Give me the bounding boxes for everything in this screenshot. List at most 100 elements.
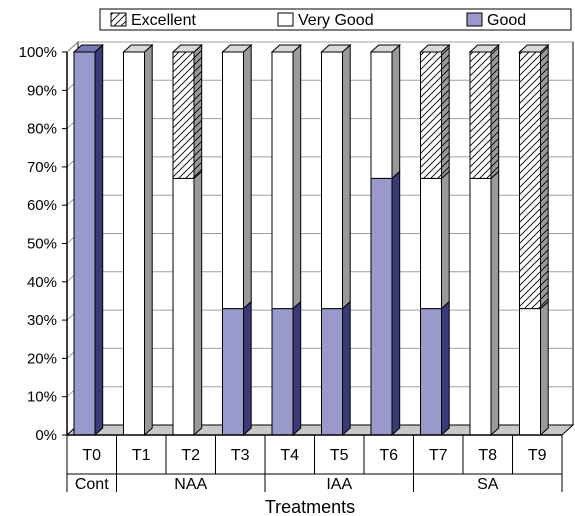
y-tick-label: 90% [27,82,57,99]
y-tick-label: 10% [27,389,57,406]
bar-t3-good [222,300,252,437]
bar-t1-very-good-front [123,51,145,436]
group-label-iaa: IAA [326,476,352,493]
bar-t8-very-good [469,170,500,437]
bar-t1-very-good-top [122,44,154,53]
bar-t7-very-good [420,170,450,310]
bar-t0-good-top [72,44,104,53]
bar-t9-excellent-front [519,51,541,310]
x-tick-label-t5: T5 [330,447,349,464]
bar-t5-very-good [320,43,352,310]
bar-t9-very-good [519,300,549,437]
legend-swatch-good [466,12,483,27]
x-axis: T0 T1 T2 T3 T4 T5 T6 T7 T8 T9 Cont NAA IAA SA [66,434,563,493]
y-tick-label: 70% [27,159,57,176]
bar-t4-good-side [292,300,302,437]
legend-label-good: Good [487,12,526,29]
bar-t7-excellent [419,43,451,180]
legend: Excellent Very Good Good [99,8,572,31]
bar-t6-very-good [369,43,401,180]
bar-t9-very-good-front [519,308,541,436]
bar-t2-excellent [171,43,203,180]
bar-t7-excellent-front [420,51,442,179]
bar-t4-good [271,300,302,437]
bar-t6-good [370,170,401,437]
bar-t3-very-good-side [243,43,252,310]
bar-t1-very-good [122,43,154,437]
bar-t6-good-side [391,170,401,437]
bar-t5-very-good-top [320,44,352,53]
bars [72,43,550,437]
bar-t9-excellent-top [518,44,550,53]
bar-t4-very-good-side [292,43,302,310]
legend-item-good: Good [466,12,526,29]
bar-t7-good-side [441,300,450,437]
bar-t9-excellent [518,43,550,310]
bar-t4-very-good [270,43,302,310]
bar-t3-very-good [221,43,253,310]
bar-t6-very-good-side [391,43,401,180]
group-label-sa: SA [477,476,499,493]
bar-t8-excellent-side [490,43,500,180]
bar-t9-very-good-side [540,300,549,437]
legend-label-excellent: Excellent [131,12,196,29]
y-axis: 0% 10% 20% 30% 40% 50% 60% 70% 80% 90% 100% [19,44,68,444]
bar-t8-excellent [468,43,500,180]
bar-t6-very-good-front [370,51,393,179]
y-tick-label: 50% [27,236,57,253]
bar-t7-excellent-top [419,44,451,53]
bar-t2-excellent-front [172,51,195,179]
bar-t7-very-good-side [441,170,450,310]
x-tick-label-t0: T0 [82,447,101,464]
legend-item-excellent: Excellent [110,12,196,29]
bar-t0-good [72,43,104,437]
bar-t8-very-good-front [469,177,492,436]
x-tick-label-t1: T1 [132,447,151,464]
bar-t2-very-good [172,170,203,437]
y-tick-label: 0% [35,427,57,444]
bar-t8-very-good-side [490,170,500,437]
x-tick-label-t2: T2 [181,447,200,464]
bar-t0-good-side [94,43,104,437]
bar-t2-excellent-top [171,44,203,53]
bar-t6-good-front [370,177,393,436]
group-label-naa: NAA [174,476,207,493]
x-axis-title: Treatments [265,497,355,516]
x-tick-label-t3: T3 [231,447,250,464]
bar-t7-good [420,300,450,437]
bar-t3-good-side [243,300,252,437]
bar-t8-excellent-top [468,44,500,53]
x-tick-label-t6: T6 [379,447,398,464]
bar-t4-very-good-top [270,44,302,53]
bar-t5-very-good-side [342,43,351,310]
bar-t4-good-front [271,308,294,436]
x-tick-label-t7: T7 [429,447,448,464]
legend-frame [99,8,572,31]
gridline-side [66,41,79,53]
y-tick-label: 20% [27,350,57,367]
group-label-cont: Cont [75,476,109,493]
x-tick-label-t8: T8 [478,447,497,464]
legend-item-very-good: Very Good [277,12,374,29]
bar-t5-good-front [321,308,343,436]
y-tick-label: 60% [27,197,57,214]
bar-t5-very-good-front [321,51,343,310]
bar-t1-very-good-side [144,43,153,437]
legend-swatch-very-good [277,12,294,27]
bar-t2-very-good-front [172,177,195,436]
bar-t3-good-front [222,308,244,436]
bar-t5-good [321,300,351,437]
bar-t2-excellent-side [193,43,203,180]
bar-t3-very-good-top [221,44,253,53]
bar-t0-good-front [73,51,96,436]
bar-t4-very-good-front [271,51,294,310]
y-tick-label: 40% [27,274,57,291]
bar-t7-very-good-front [420,177,442,310]
bar-t6-very-good-top [369,44,401,53]
y-tick-label: 30% [27,312,57,329]
legend-swatch-excellent [110,12,127,27]
y-tick-label: 100% [19,44,57,61]
y-tick-label: 80% [27,121,57,138]
bar-t9-excellent-side [540,43,549,310]
